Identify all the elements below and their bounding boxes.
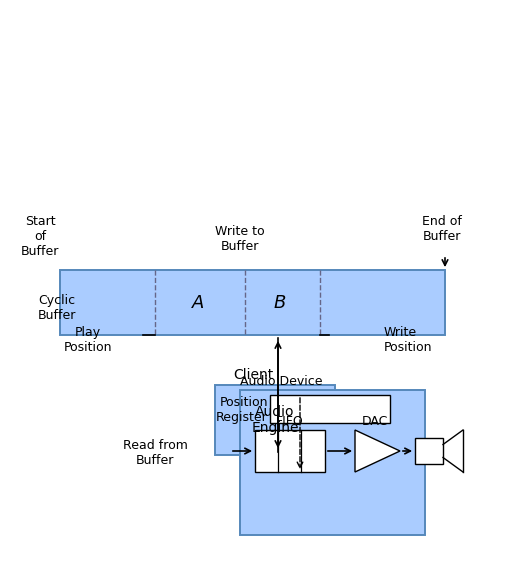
Text: Write to
Buffer: Write to Buffer <box>215 225 264 253</box>
Text: Read from
Buffer: Read from Buffer <box>122 439 187 467</box>
Text: B: B <box>273 294 286 312</box>
Text: Client: Client <box>232 368 273 382</box>
Text: FIFO: FIFO <box>276 415 304 428</box>
Text: DAC: DAC <box>361 415 387 428</box>
Text: A: A <box>191 294 204 312</box>
Bar <box>239 390 424 535</box>
Bar <box>270 395 389 423</box>
Text: Audio Device: Audio Device <box>239 375 322 388</box>
Text: Write
Position: Write Position <box>383 326 432 354</box>
Text: Play
Position: Play Position <box>64 326 112 354</box>
Polygon shape <box>355 430 399 472</box>
Text: Position
Register: Position Register <box>216 396 268 424</box>
Bar <box>414 438 442 464</box>
Text: Start
of
Buffer: Start of Buffer <box>21 215 59 258</box>
Text: Audio
Engine: Audio Engine <box>251 405 298 435</box>
Bar <box>60 270 444 335</box>
Text: End of
Buffer: End of Buffer <box>421 215 461 243</box>
Text: Cyclic
Buffer: Cyclic Buffer <box>38 294 76 322</box>
Bar <box>215 385 334 455</box>
Bar <box>255 430 324 472</box>
